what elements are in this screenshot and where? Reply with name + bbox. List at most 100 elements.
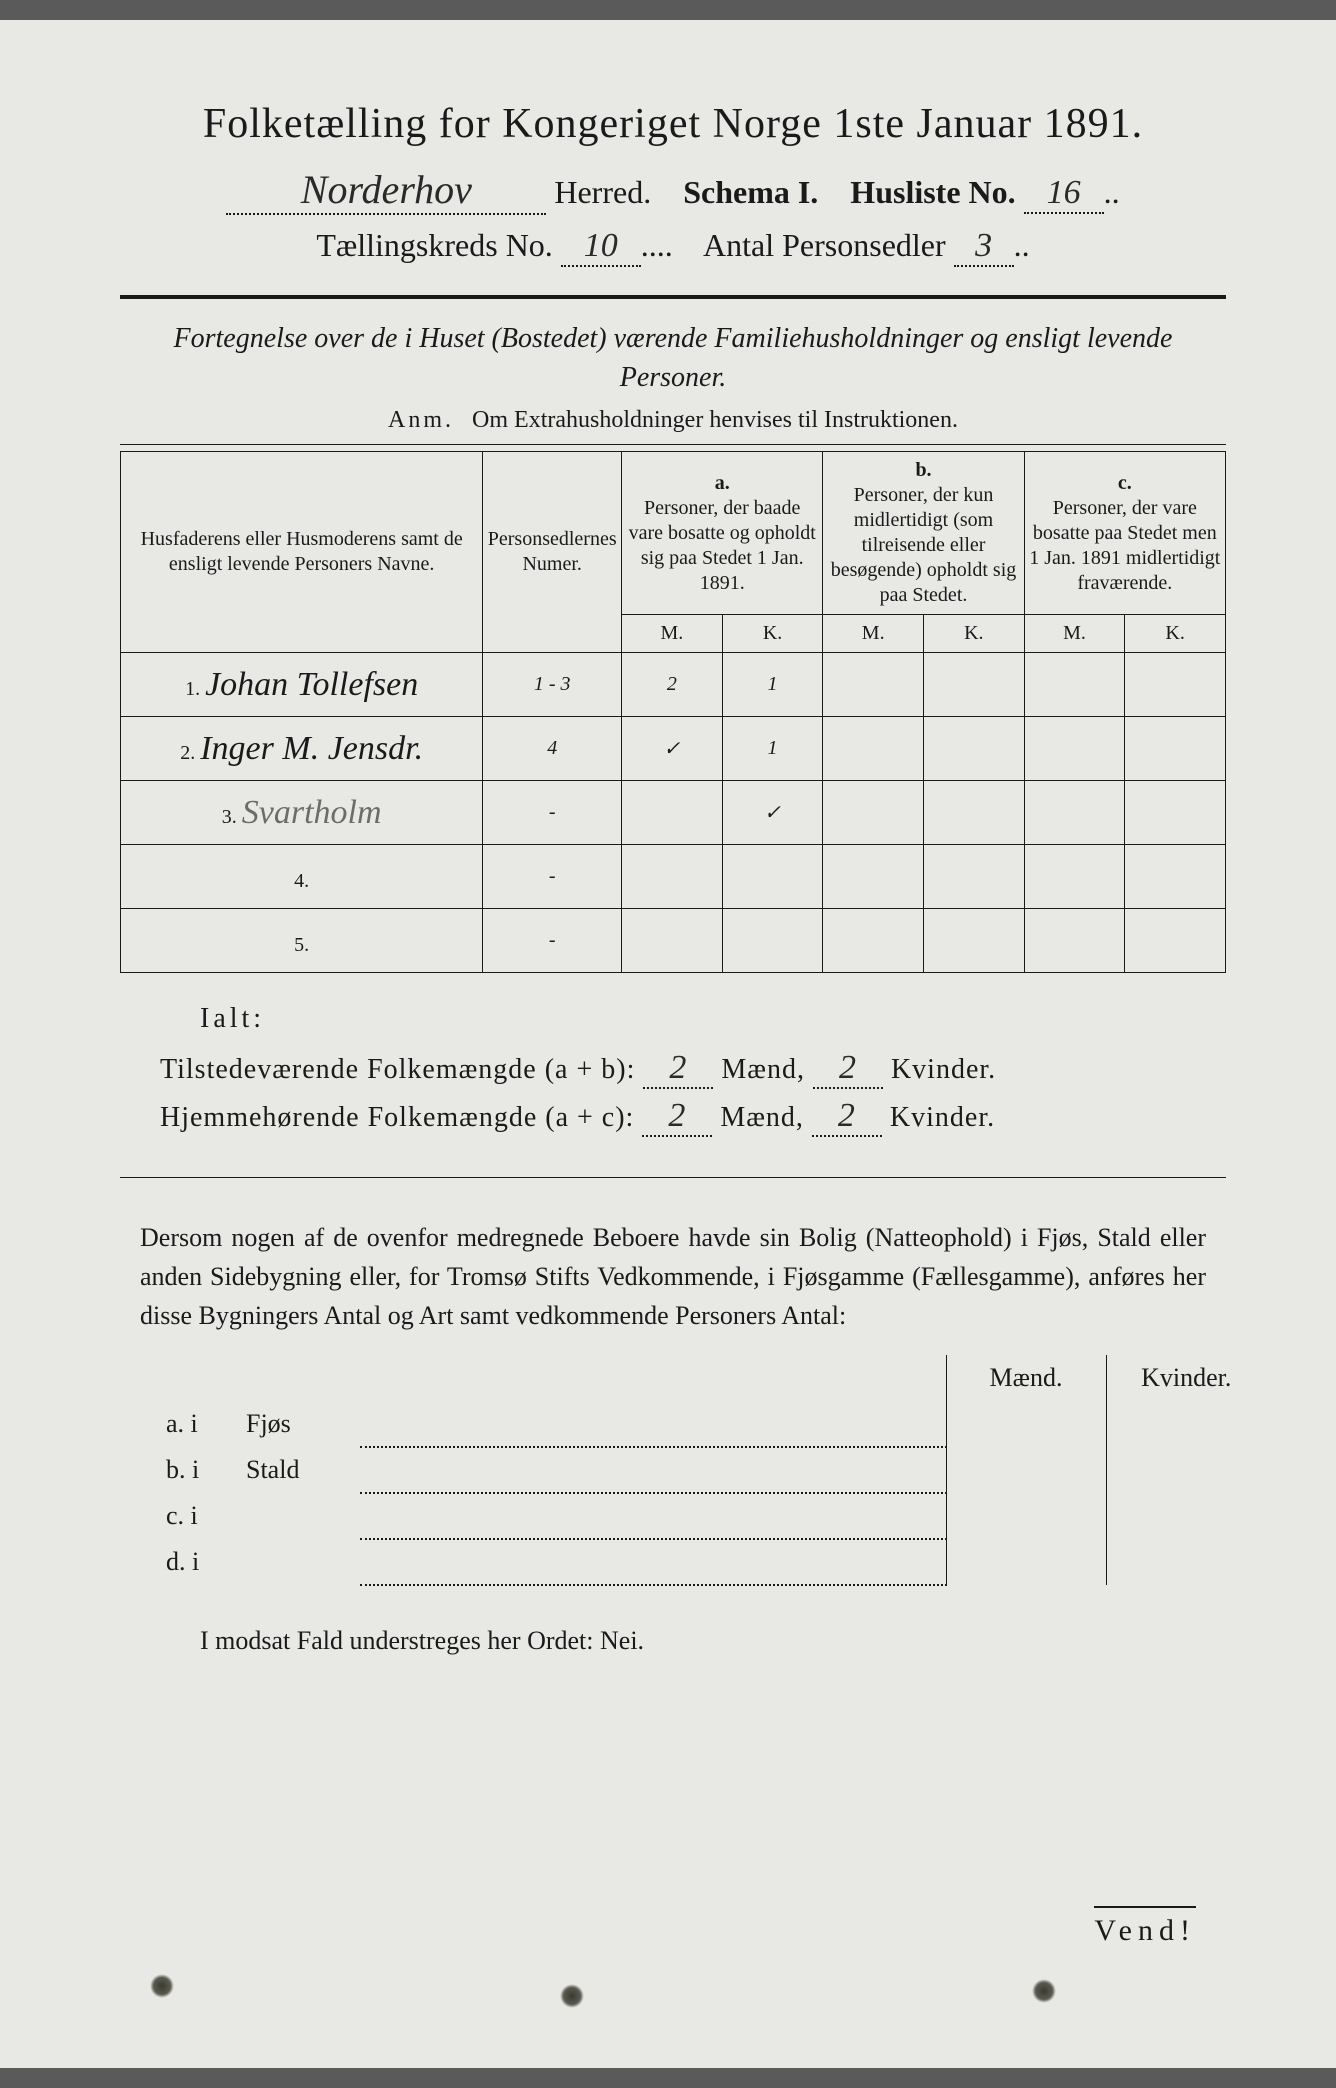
cell-num: 1 - 3	[483, 653, 622, 717]
paper-stain	[150, 1974, 174, 1998]
table-row: 1. Johan Tollefsen 1 - 3 2 1	[121, 653, 1226, 717]
sum2-label: Hjemmehørende Folkemængde (a + c):	[160, 1102, 634, 1133]
cell-aM	[622, 909, 723, 973]
cell-bM	[823, 717, 924, 781]
cell-num: -	[483, 781, 622, 845]
sum1-maend-label: Mænd,	[721, 1054, 805, 1085]
row-name-cell: 3. Svartholm	[121, 781, 483, 845]
anm-text: Om Extrahusholdninger henvises til Instr…	[472, 407, 958, 433]
census-form-page: Folketælling for Kongeriget Norge 1ste J…	[0, 20, 1336, 2068]
col-name-text: Husfaderens eller Husmoderens samt de en…	[141, 528, 463, 575]
bldg-dots	[360, 1447, 946, 1493]
cell-aK	[722, 909, 823, 973]
cell-num: -	[483, 845, 622, 909]
buildings-table: Mænd. Kvinder. a. i Fjøs b. i Stald c. i…	[160, 1355, 1266, 1586]
cell-bK	[924, 781, 1025, 845]
bldg-m-val	[946, 1493, 1106, 1539]
grp-c-text: Personer, der vare bosatte paa Stedet me…	[1029, 497, 1220, 594]
bldg-tag: b. i	[160, 1447, 240, 1493]
row-number: 1.	[185, 678, 200, 700]
bldg-tag: a. i	[160, 1401, 240, 1447]
bldg-maend-header: Mænd.	[946, 1355, 1106, 1401]
grp-b-text: Personer, der kun midlertidigt (som tilr…	[831, 484, 1017, 606]
c-k-header: K.	[1125, 615, 1226, 653]
cell-cK	[1125, 653, 1226, 717]
divider	[120, 295, 1226, 299]
col-num-header: Personsedlernes Numer.	[483, 452, 622, 653]
sum1-kvinder-label: Kvinder.	[891, 1054, 996, 1085]
divider-thin	[120, 444, 1226, 445]
cell-cK	[1125, 781, 1226, 845]
bldg-header-row: Mænd. Kvinder.	[160, 1355, 1266, 1401]
bldg-dots	[360, 1493, 946, 1539]
cell-cM	[1024, 909, 1125, 973]
cell-cK	[1125, 717, 1226, 781]
cell-cM	[1024, 781, 1125, 845]
a-m-header: M.	[622, 615, 723, 653]
form-title: Folketælling for Kongeriget Norge 1ste J…	[120, 100, 1226, 148]
bldg-k-val	[1106, 1447, 1266, 1493]
cell-bM	[823, 653, 924, 717]
husliste-label: Husliste No.	[850, 174, 1015, 210]
sum2-kvinder-label: Kvinder.	[890, 1102, 995, 1133]
row-name-cell: 2. Inger M. Jensdr.	[121, 717, 483, 781]
cell-cM	[1024, 717, 1125, 781]
totals-block: Ialt:	[200, 1003, 1226, 1035]
bldg-k-val	[1106, 1493, 1266, 1539]
nei-line: I modsat Fald understreges her Ordet: Ne…	[200, 1626, 1226, 1656]
sum1-maend-value: 2	[643, 1049, 713, 1089]
cell-bK	[924, 909, 1025, 973]
cell-aK: 1	[722, 653, 823, 717]
cell-bM	[823, 781, 924, 845]
header-line-2: Tællingskreds No. 10.... Antal Personsed…	[120, 227, 1226, 267]
row-name-cell: 4.	[121, 845, 483, 909]
table-body: 1. Johan Tollefsen 1 - 3 2 1 2. Inger M.…	[121, 653, 1226, 973]
row-number: 3.	[222, 806, 237, 828]
intro-text: Fortegnelse over de i Huset (Bostedet) v…	[120, 319, 1226, 397]
row-number: 2.	[180, 742, 195, 764]
col-b-header: b. Personer, der kun midlertidigt (som t…	[823, 452, 1024, 615]
kreds-label: Tællingskreds No.	[316, 227, 552, 263]
bldg-tag: c. i	[160, 1493, 240, 1539]
bldg-m-val	[946, 1539, 1106, 1585]
grp-c-tag: c.	[1118, 472, 1132, 494]
bldg-type	[240, 1539, 360, 1585]
bldg-kvinder-header: Kvinder.	[1106, 1355, 1266, 1401]
cell-aK	[722, 845, 823, 909]
schema-label: Schema I.	[683, 174, 818, 210]
grp-b-tag: b.	[915, 459, 931, 481]
col-a-header: a. Personer, der baade vare bosatte og o…	[622, 452, 823, 615]
header-line-1: Norderhov Herred. Schema I. Husliste No.…	[120, 166, 1226, 215]
cell-aK: ✓	[722, 781, 823, 845]
bldg-type	[240, 1493, 360, 1539]
paper-stain	[1032, 1979, 1056, 2003]
personsedler-label: Antal Personsedler	[703, 227, 946, 263]
bldg-k-val	[1106, 1401, 1266, 1447]
row-name: Svartholm	[242, 794, 382, 831]
bldg-m-val	[946, 1447, 1106, 1493]
husliste-value: 16	[1024, 174, 1104, 214]
buildings-paragraph: Dersom nogen af de ovenfor medregnede Be…	[140, 1218, 1206, 1335]
cell-bM	[823, 845, 924, 909]
cell-num: 4	[483, 717, 622, 781]
personsedler-value: 3	[954, 227, 1014, 267]
row-name: Johan Tollefsen	[205, 666, 418, 703]
herred-value: Norderhov	[226, 166, 546, 215]
row-name-cell: 5.	[121, 909, 483, 973]
cell-bM	[823, 909, 924, 973]
bldg-m-val	[946, 1401, 1106, 1447]
kreds-value: 10	[561, 227, 641, 267]
cell-aK: 1	[722, 717, 823, 781]
ialt-label: Ialt:	[200, 1003, 1226, 1035]
bldg-type: Fjøs	[240, 1401, 360, 1447]
b-k-header: K.	[924, 615, 1025, 653]
herred-label: Herred.	[554, 174, 651, 210]
cell-aM: 2	[622, 653, 723, 717]
anm-line: Anm. Om Extrahusholdninger henvises til …	[120, 407, 1226, 434]
sum1-kvinder-value: 2	[813, 1049, 883, 1089]
cell-bK	[924, 717, 1025, 781]
vend-label: Vend!	[1094, 1906, 1196, 1948]
cell-aM: ✓	[622, 717, 723, 781]
row-name: Inger M. Jensdr.	[200, 730, 423, 767]
row-name-cell: 1. Johan Tollefsen	[121, 653, 483, 717]
